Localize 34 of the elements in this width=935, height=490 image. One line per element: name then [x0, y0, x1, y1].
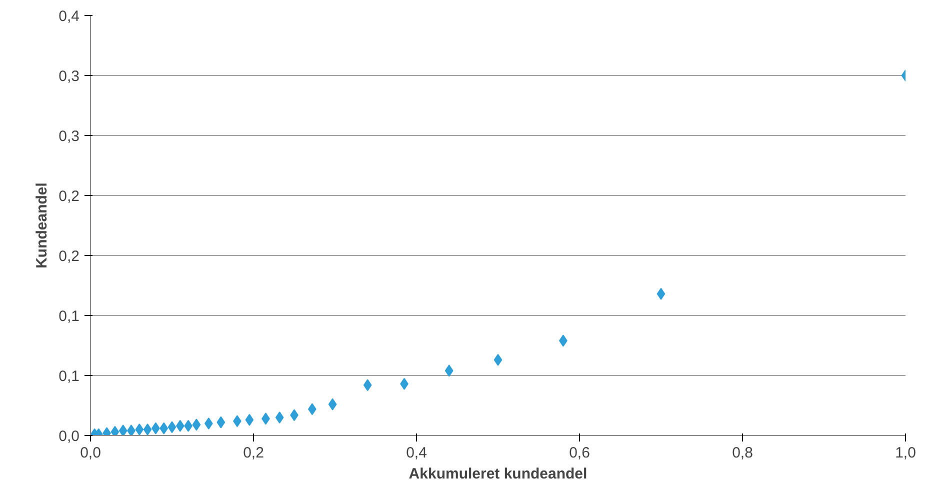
y-tick-label: 0,1	[58, 368, 80, 385]
y-tick-label: 0,2	[58, 248, 80, 265]
point	[135, 424, 144, 436]
y-axis-title: Kundeandel	[34, 182, 51, 268]
point	[204, 418, 213, 430]
point	[245, 414, 254, 426]
y-tick-label: 0,2	[58, 188, 80, 205]
point	[328, 398, 337, 410]
y-tick-label: 0,1	[58, 308, 80, 325]
y-tick-label: 0,4	[58, 8, 80, 25]
point	[160, 422, 168, 434]
x-tick-label: 0,0	[80, 444, 101, 462]
point	[494, 354, 502, 366]
y-tick-label: 0,3	[58, 128, 80, 145]
point	[275, 412, 284, 424]
x-tick-label: 0,6	[569, 444, 590, 462]
point	[143, 424, 152, 436]
point	[110, 426, 120, 436]
point	[176, 420, 184, 432]
x-tick-label: 0,2	[243, 444, 264, 462]
point	[216, 416, 226, 428]
x-axis-title: Akkumuleret kundeandel	[408, 466, 588, 482]
y-tick-label: 0,0	[58, 428, 80, 445]
point	[168, 421, 176, 434]
x-tick-label: 0,4	[406, 444, 427, 462]
point	[363, 379, 372, 392]
point	[127, 424, 136, 436]
point	[656, 288, 666, 300]
y-tick-label: 0,3	[58, 68, 80, 85]
point	[192, 418, 201, 431]
x-tick-label: 1,0	[895, 444, 916, 462]
x-tick-label: 0,8	[732, 444, 753, 462]
point	[118, 424, 128, 436]
point	[444, 364, 454, 377]
